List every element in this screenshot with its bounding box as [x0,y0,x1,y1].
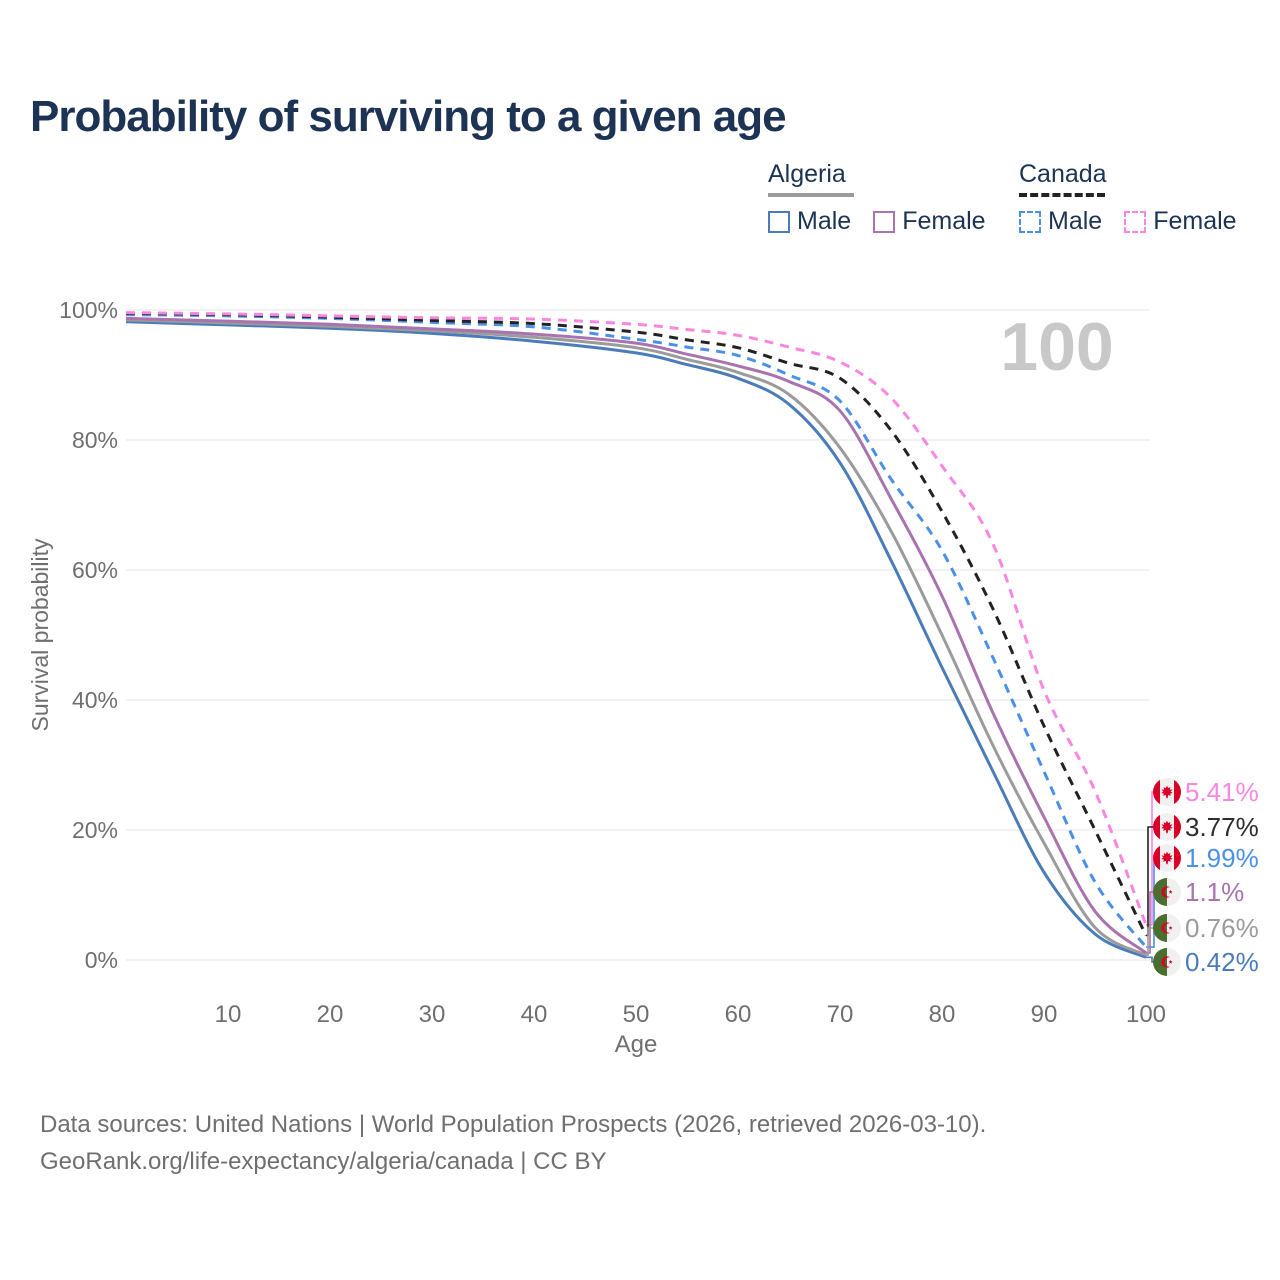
legend-item-label: Female [1153,207,1237,235]
x-tick-50: 50 [623,1001,650,1028]
curve-canada-female[interactable] [125,311,1148,926]
canada-dashed-line-rule [1019,193,1105,197]
end-label-connector-algeria-both [1146,927,1153,956]
legend-group-algeria-label: Algeria [768,160,846,188]
flag-canada-icon [1153,813,1181,841]
chart-footer: Data sources: United Nations | World Pop… [40,1106,986,1180]
flag-canada-icon [1153,778,1181,806]
y-tick-80: 80% [72,427,118,453]
end-value-label-canada-both[interactable]: 3.77% [1185,812,1259,842]
canada-female-swatch [1124,210,1147,233]
legend-item-label: Male [1048,207,1103,235]
y-tick-60: 60% [72,557,118,583]
x-tick-10: 10 [215,1001,242,1028]
x-tick-100: 100 [1126,1001,1166,1028]
legend-item-algeria-female[interactable]: Female [873,207,986,236]
end-label-connector-canada-female [1146,791,1153,926]
x-tick-20: 20 [317,1001,344,1028]
algeria-female-swatch [873,210,896,233]
algeria-male-swatch [768,210,790,233]
x-tick-60: 60 [725,1001,752,1028]
flag-algeria-icon [1153,914,1181,942]
legend-item-label: Male [797,207,852,235]
end-value-label-algeria-both[interactable]: 0.76% [1185,913,1259,943]
data-sources-text: Data sources: United Nations | World Pop… [40,1111,987,1138]
flag-canada-icon [1153,844,1181,872]
x-tick-90: 90 [1031,1001,1058,1028]
x-tick-30: 30 [419,1001,446,1028]
page-title: Probability of surviving to a given age [30,92,787,141]
legend: Algeria Male Female Canada Male Female [0,160,1280,250]
y-tick-100: 100% [59,297,118,323]
legend-item-canada-female[interactable]: Female [1124,207,1237,236]
flag-algeria-icon [1153,878,1181,906]
legend-group-canada-label: Canada [1019,160,1107,188]
legend-item-canada-male[interactable]: Male [1019,207,1102,236]
x-tick-70: 70 [827,1001,854,1028]
legend-group-canada: Canada Male Female [1019,160,1237,236]
legend-item-algeria-male[interactable]: Male [768,207,851,236]
legend-item-label: Female [902,207,986,235]
y-tick-20: 20% [72,817,118,843]
canada-male-swatch [1019,210,1041,233]
algeria-solid-line-rule [768,193,854,197]
end-value-label-canada-male[interactable]: 1.99% [1185,843,1259,873]
x-axis-label: Age [615,1031,658,1058]
end-value-label-canada-female[interactable]: 5.41% [1185,777,1259,807]
curve-canada-both[interactable] [125,311,1148,937]
age-counter-watermark: 100 [1000,309,1113,385]
curve-canada-male[interactable] [125,313,1148,949]
end-label-connector-algeria-male [1146,956,1153,963]
end-value-label-algeria-male[interactable]: 0.42% [1185,947,1259,977]
attribution-text: GeoRank.org/life-expectancy/algeria/cana… [40,1148,607,1175]
end-value-label-algeria-female[interactable]: 1.1% [1185,877,1244,907]
x-tick-40: 40 [521,1001,548,1028]
end-label-connector-canada-both [1146,826,1153,937]
curve-algeria-female[interactable] [125,316,1147,955]
legend-group-algeria: Algeria Male Female [768,160,986,236]
y-axis-label: Survival probability [27,538,53,732]
survival-probability-chart: 100 0% 20% 40% 60% 80% 100% Survival probabilit… [27,297,1259,1058]
x-tick-80: 80 [929,1001,956,1028]
y-tick-0: 0% [85,947,118,973]
curve-algeria-male[interactable] [125,320,1147,959]
y-tick-40: 40% [72,687,118,713]
curve-algeria-both[interactable] [125,318,1147,957]
flag-algeria-icon [1153,948,1181,976]
